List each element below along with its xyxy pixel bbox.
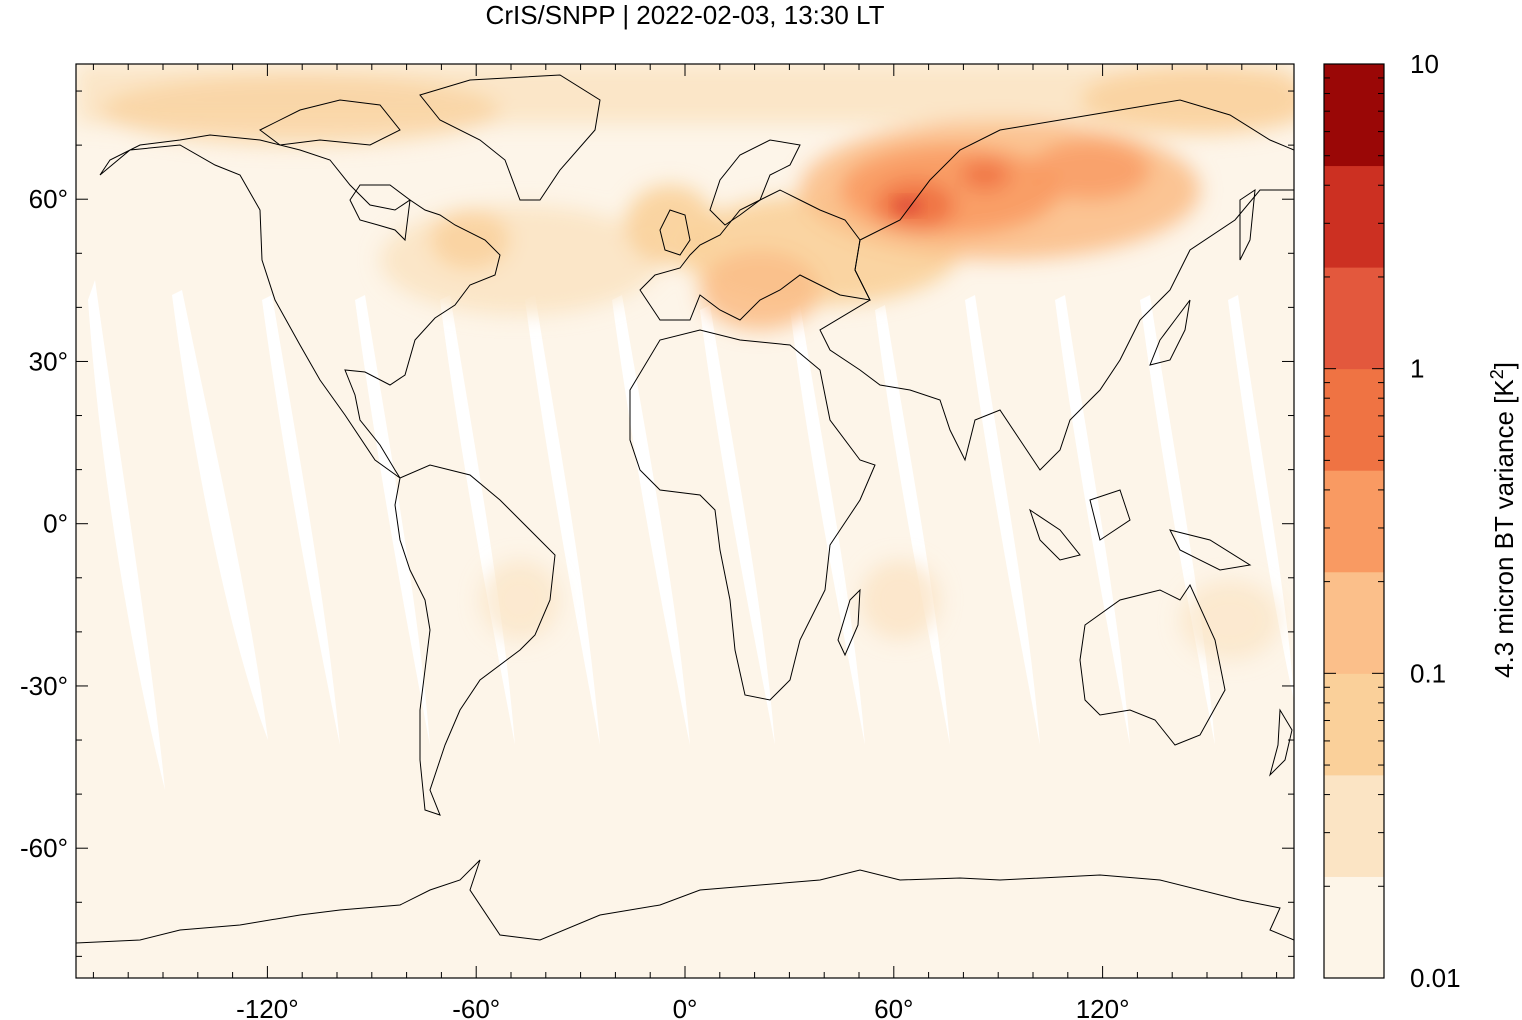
variance-field — [76, 64, 1294, 944]
x-tick-label: -120° — [236, 994, 298, 1020]
colorbar-swatch — [1324, 571, 1384, 674]
coastline-arctic-islands — [259, 99, 401, 146]
coastline-new-guinea — [1169, 529, 1252, 571]
colorbar-swatch — [1324, 774, 1384, 877]
orbit-gap — [355, 295, 430, 745]
coastline-borneo — [1089, 489, 1131, 541]
variance-patch — [840, 145, 1060, 235]
coastline-indonesia — [1029, 508, 1081, 561]
variance-patch — [1080, 65, 1294, 135]
y-tick-label: 0° — [43, 509, 68, 539]
coastline-antarctica — [76, 859, 1294, 944]
variance-patch — [960, 160, 1010, 190]
colorbar-swatch — [1324, 876, 1384, 979]
orbit-gap — [440, 295, 515, 745]
y-tick-label: -60° — [20, 833, 68, 863]
coastline-greenland — [419, 74, 601, 201]
variance-patch — [430, 210, 510, 270]
orbit-gap — [1228, 295, 1294, 700]
x-tick-labels: -120° -60° 0° 60° 120° — [236, 994, 1129, 1020]
chart-title: CrIS/SNPP | 2022-02-03, 13:30 LT — [485, 0, 885, 30]
coastline-scandinavia — [709, 139, 801, 226]
colorbar-swatch — [1324, 673, 1384, 776]
coastline-kamchatka — [1239, 188, 1256, 261]
y-tick-label: 60° — [29, 184, 68, 214]
orbit-gap — [965, 295, 1040, 745]
variance-patch — [700, 250, 820, 330]
coastline-australia — [1079, 583, 1226, 746]
coastline-africa — [629, 329, 876, 701]
y-tick-label: 30° — [29, 346, 68, 376]
orbit-gap — [172, 290, 268, 740]
colorbar-swatch — [1324, 165, 1384, 268]
x-tick-label: 60° — [874, 994, 913, 1020]
y-tick-label: -30° — [20, 671, 68, 701]
orbit-gap — [88, 280, 165, 790]
orbit-gaps — [88, 280, 1294, 790]
colorbar: 10 1 0.1 0.01 — [1323, 49, 1461, 993]
x-tick-label: 0° — [673, 994, 698, 1020]
orbit-gap — [790, 305, 865, 745]
x-tick-label: 120° — [1076, 994, 1130, 1020]
variance-peak — [894, 197, 922, 215]
coastline-asia — [819, 99, 1294, 471]
orbit-gap — [262, 295, 340, 745]
x-tick-label: -60° — [452, 994, 500, 1020]
variance-patch — [1180, 580, 1280, 660]
colorbar-swatch — [1324, 470, 1384, 573]
variance-patch — [380, 205, 660, 315]
coastline-madagascar — [837, 588, 861, 657]
orbit-gap — [1055, 295, 1130, 745]
colorbar-swatch — [1324, 368, 1384, 471]
coastline-japan — [1149, 299, 1191, 366]
coastline-south-america — [394, 464, 556, 816]
y-tick-labels: 60° 30° 0° -30° -60° — [20, 184, 68, 863]
coastline-british-isles — [659, 209, 691, 256]
colorbar-tick-label: 0.1 — [1410, 658, 1446, 688]
colorbar-frame — [1323, 63, 1385, 979]
colorbar-swatch — [1324, 64, 1384, 167]
coastline-north-america — [99, 134, 501, 479]
coastline-hudson-bay — [349, 184, 411, 242]
orbit-gap — [875, 305, 950, 745]
orbit-gap — [525, 295, 600, 745]
colorbar-label-end: ] — [1489, 362, 1519, 369]
colorbar-tick-label: 10 — [1410, 49, 1439, 79]
colorbar-tick-label: 1 — [1410, 354, 1424, 384]
colorbar-label-text: 4.3 micron BT variance [K — [1489, 379, 1519, 678]
colorbar-label-sup: 2 — [1487, 369, 1507, 379]
coastline-new-zealand — [1269, 708, 1293, 777]
variance-patches — [76, 64, 1294, 660]
colorbar-label: 4.3 micron BT variance [K2] — [1487, 362, 1519, 678]
coastlines — [76, 74, 1294, 944]
variance-patch — [480, 560, 560, 640]
axis-ticks — [76, 64, 1294, 978]
orbit-gap — [700, 305, 775, 745]
variance-patch — [1030, 140, 1150, 200]
colorbar-swatch — [1324, 267, 1384, 370]
orbit-gap — [612, 295, 690, 745]
colorbar-tick-label: 0.01 — [1410, 963, 1461, 993]
variance-patch — [860, 560, 940, 640]
